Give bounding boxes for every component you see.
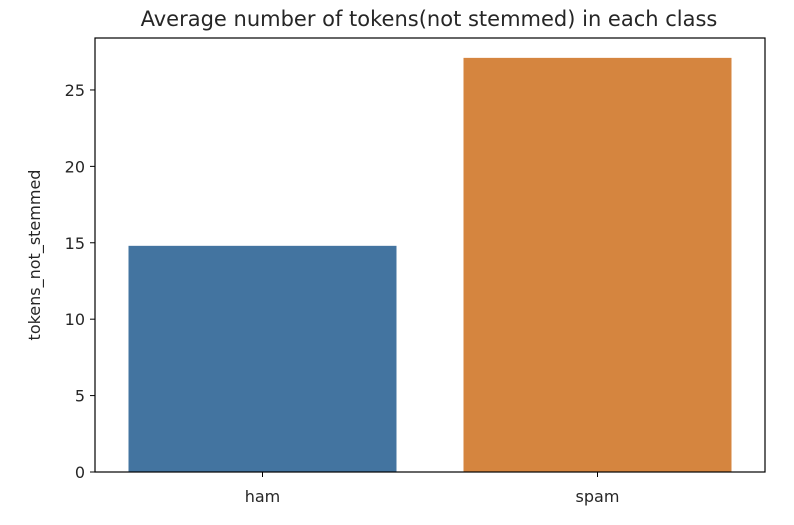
y-tick-label-0: 0	[75, 463, 85, 482]
y-tick-label-5: 5	[75, 387, 85, 406]
x-tick-label-ham: ham	[245, 487, 281, 506]
plot-area: 0 5 10 15 20 25 ham spam	[65, 37, 766, 506]
y-tick-label-10: 10	[65, 310, 85, 329]
chart-title: Average number of tokens(not stemmed) in…	[141, 7, 718, 31]
y-axis-label: tokens_not_stemmed	[25, 170, 45, 341]
x-tick-label-spam: spam	[576, 487, 620, 506]
bar-ham	[128, 245, 397, 472]
bars-group	[128, 57, 732, 472]
y-tick-label-20: 20	[65, 157, 85, 176]
plot-frame	[94, 37, 766, 473]
bar-spam	[463, 57, 732, 472]
y-axis: 0 5 10 15 20 25	[65, 81, 95, 482]
x-axis: ham spam	[245, 472, 620, 506]
y-tick-label-25: 25	[65, 81, 85, 100]
y-tick-label-15: 15	[65, 234, 85, 253]
